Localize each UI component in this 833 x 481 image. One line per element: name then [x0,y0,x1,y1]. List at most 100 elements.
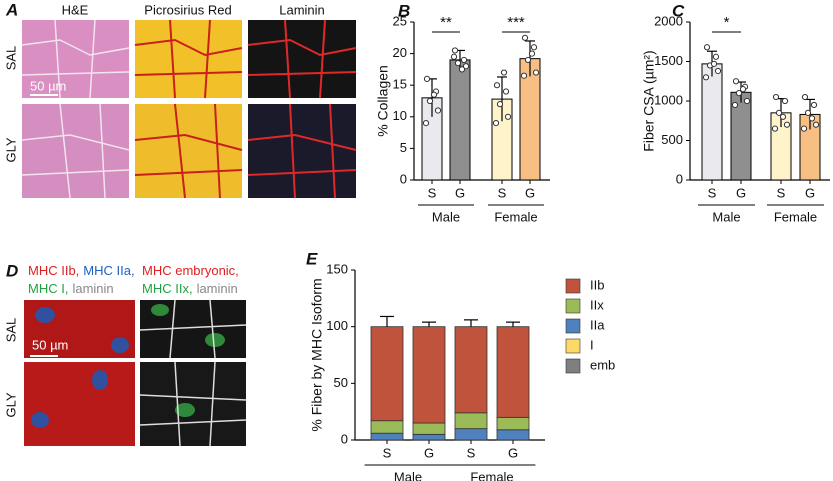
bar-segment [412,326,446,424]
data-point [731,101,739,109]
stain-name: MHC embryonic, [142,263,239,278]
y-tick-label: 0 [676,171,683,186]
data-point [524,56,532,64]
group-label: Female [494,209,537,224]
x-tick-label: S [383,445,392,460]
data-point [732,78,740,85]
panel-label: A [5,0,18,19]
data-point [458,66,466,73]
data-point [772,93,780,101]
scale-label: 50 µm [32,337,68,352]
psr-gly [135,104,242,198]
data-point [812,121,820,128]
x-tick-label: G [736,185,746,200]
data-point [462,63,470,70]
lam-cells [247,19,357,199]
significance: ** [440,14,452,31]
y-tick-label: 5 [400,140,407,155]
stain-name: laminin [197,281,238,296]
x-tick-label: G [805,185,815,200]
y-tick-label: 20 [393,45,407,60]
group-label: Male [394,469,422,481]
data-point [530,44,538,51]
stain-legend: MHC I, laminin [28,281,114,296]
group-label: Male [712,209,740,224]
data-point [423,75,431,82]
stain-legend: MHC IIb, MHC IIa, [28,263,135,278]
panel-d-images [24,299,247,447]
data-point [493,82,501,89]
data-point [450,53,458,60]
column-label: Picrosirius Red [144,2,231,17]
legend-swatch [565,318,581,334]
psr-sal [135,20,242,98]
panel-label: E [306,249,318,268]
y-tick-label: 15 [393,77,407,92]
data-point [781,97,789,105]
data-point [703,44,711,51]
significance: * [724,14,730,31]
data-point [451,47,459,54]
data-point [430,91,438,98]
data-point [426,97,434,105]
he-gly [22,104,129,198]
data-point [434,107,442,114]
data-point [739,86,747,93]
legend-swatch [565,338,581,354]
y-tick-label: 2000 [654,13,683,28]
bar-segment [454,326,488,414]
data-point [496,101,504,108]
row-label: GLY [3,392,18,417]
x-tick-label: G [525,185,535,200]
x-tick-label: G [455,185,465,200]
data-point [771,125,779,132]
y-tick-label: 1500 [654,53,683,68]
y-tick-label: 0 [400,171,407,186]
data-point [504,113,512,120]
data-point [528,50,536,57]
legend-label: IIb [590,277,604,292]
bar-segment [454,428,488,441]
y-tick-label: 150 [326,261,348,276]
legend-label: emb [590,357,615,372]
x-tick-label: G [508,445,518,460]
bar-segment [412,433,446,441]
x-tick-label: S [498,185,507,200]
data-point [808,115,816,122]
stain-name: laminin [72,281,113,296]
stain-legend: MHC embryonic, [142,263,239,278]
data-point [500,69,508,76]
x-tick-label: S [708,185,717,200]
bar [449,59,471,181]
data-point [422,120,430,127]
x-tick-label: S [777,185,786,200]
y-tick-label: 100 [326,318,348,333]
data-point [735,90,743,97]
iix-fibers [151,304,225,417]
mhc-gly [24,362,135,446]
data-point [532,69,540,76]
data-point [810,101,818,109]
data-point [502,88,510,95]
data-point [775,109,783,116]
group-label: Male [432,209,460,224]
data-point [783,121,791,128]
y-tick-label: 25 [393,13,407,28]
row-label: GLY [3,137,18,162]
data-point [712,53,720,60]
legend-swatch [565,278,581,294]
y-axis-label: % Collagen [375,65,391,137]
bar-segment [454,412,488,430]
data-point [521,34,529,41]
column-label: H&E [62,2,89,17]
y-tick-label: 500 [661,132,683,147]
data-point [710,60,718,67]
group-label: Female [774,209,817,224]
psr-cells [134,19,243,199]
legend-label: IIa [590,317,605,332]
laminin-lines [139,299,247,447]
data-point [492,120,500,127]
y-axis-label: Fiber CSA (µm²) [641,50,657,151]
